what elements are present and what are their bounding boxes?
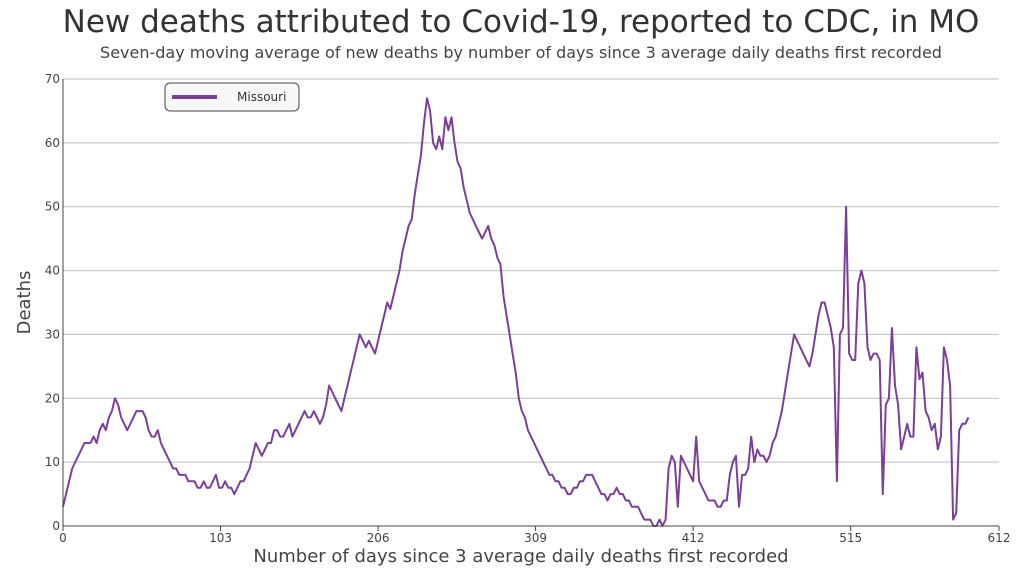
y-tick-label: 70 <box>45 72 60 86</box>
chart-title: New deaths attributed to Covid-19, repor… <box>62 4 980 40</box>
series-lines <box>62 97 970 527</box>
x-tick-label: 206 <box>367 531 390 545</box>
x-tick-label: 0 <box>59 531 67 545</box>
y-tick-label: 10 <box>45 455 60 469</box>
chart-subtitle: Seven-day moving average of new deaths b… <box>100 43 942 62</box>
legend[interactable]: Missouri <box>164 82 300 112</box>
legend-label-missouri: Missouri <box>237 90 286 104</box>
x-tick-label: 515 <box>839 531 862 545</box>
y-tick-label: 0 <box>52 519 60 533</box>
x-tick-label: 612 <box>988 531 1011 545</box>
x-tick-label: 412 <box>682 531 705 545</box>
y-tick-label: 60 <box>45 136 60 150</box>
y-axis-title: Deaths <box>14 271 35 335</box>
x-tick-label: 309 <box>524 531 547 545</box>
y-tick-label: 30 <box>45 327 60 341</box>
y-tick-label: 20 <box>45 391 60 405</box>
y-tick-label: 50 <box>45 200 60 214</box>
x-tick-label: 103 <box>209 531 232 545</box>
tick-labels: 0 10 20 30 40 50 60 70 0 103 206 309 412 515 612 <box>45 72 1011 545</box>
series-line-missouri <box>62 97 970 527</box>
legend-box <box>164 82 300 112</box>
x-axis-title: Number of days since 3 average daily dea… <box>253 546 788 567</box>
y-tick-label: 40 <box>45 264 60 278</box>
grid-lines <box>63 78 999 463</box>
